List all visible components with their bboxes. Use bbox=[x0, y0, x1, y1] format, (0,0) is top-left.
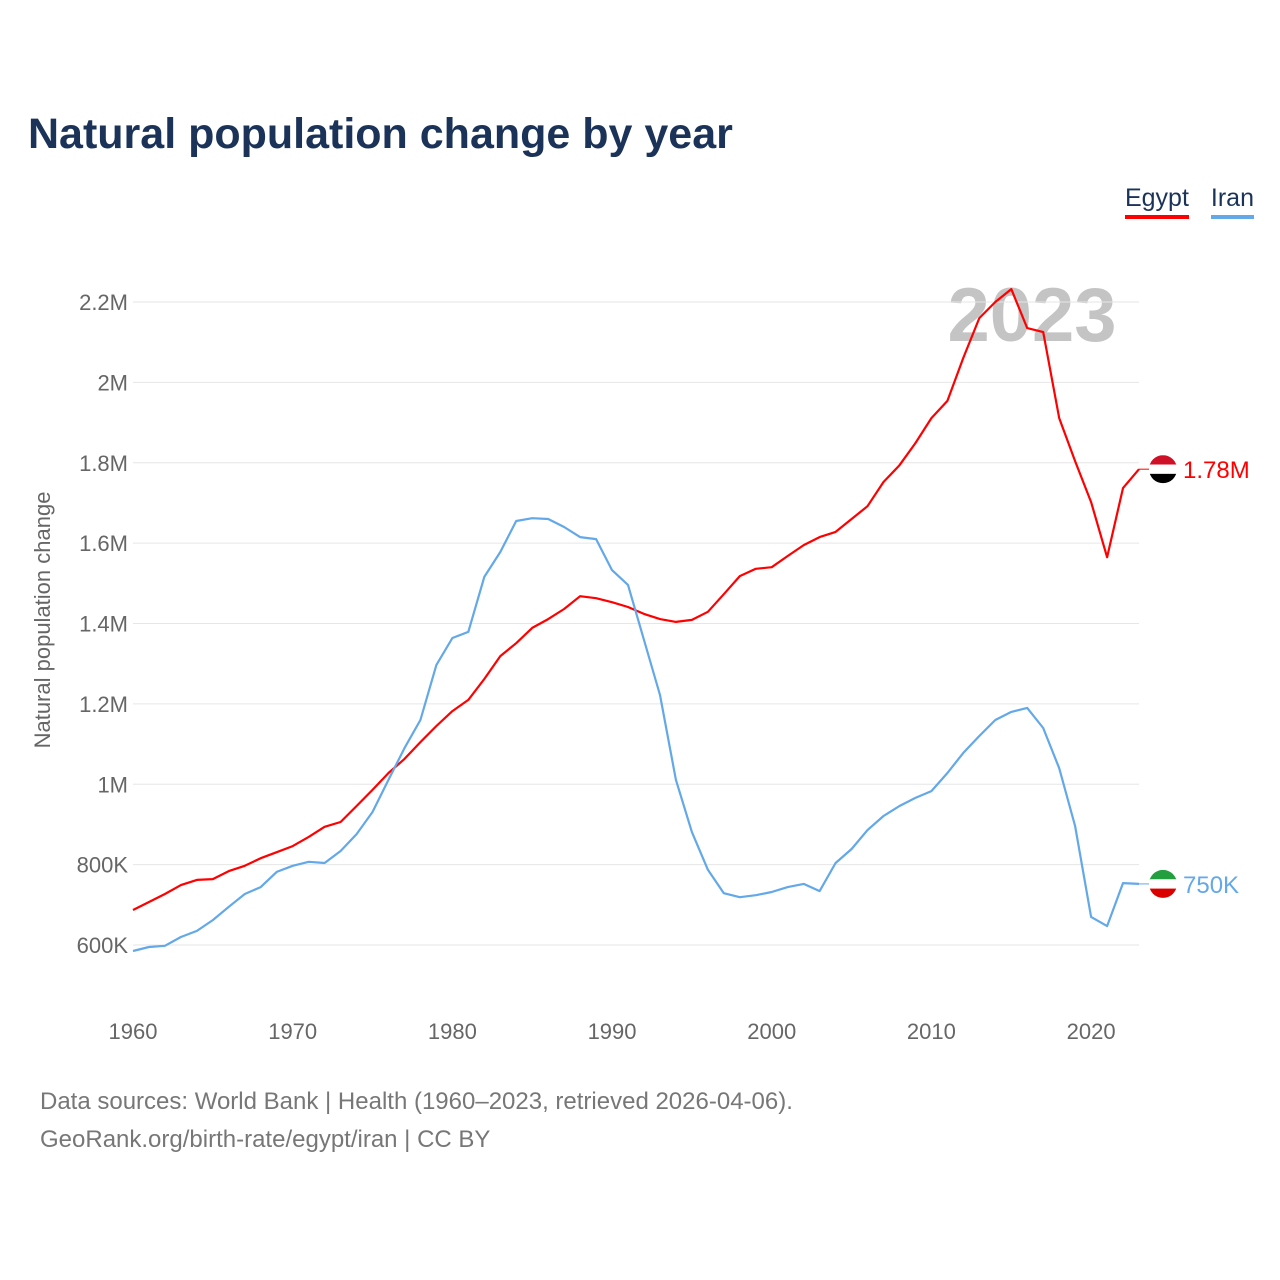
y-tick-label: 1.8M bbox=[79, 451, 128, 476]
year-watermark: 2023 bbox=[947, 273, 1116, 358]
end-value-label: 1.78M bbox=[1183, 457, 1250, 484]
flag-icon-iran bbox=[1149, 869, 1177, 898]
legend-item-egypt[interactable]: Egypt bbox=[1124, 184, 1189, 219]
series-line-iran bbox=[132, 517, 1140, 953]
x-tick-label: 2010 bbox=[907, 1019, 956, 1044]
y-tick-label: 600K bbox=[77, 933, 129, 958]
y-tick-label: 1.4M bbox=[79, 612, 128, 637]
x-tick-label: 1970 bbox=[268, 1019, 317, 1044]
y-tick-label: 2.2M bbox=[79, 290, 128, 315]
x-tick-label: 1980 bbox=[428, 1019, 477, 1044]
legend-item-iran[interactable]: Iran bbox=[1210, 184, 1254, 219]
y-tick-label: 1.2M bbox=[79, 692, 128, 717]
y-axis-title: Natural population change bbox=[30, 492, 55, 749]
data-source-note: Data sources: World Bank | Health (1960–… bbox=[40, 1088, 793, 1115]
flag-icon-egypt bbox=[1149, 455, 1177, 484]
x-tick-label: 2020 bbox=[1067, 1019, 1116, 1044]
y-tick-label: 1.6M bbox=[79, 531, 128, 556]
source-url: GeoRank.org/birth-rate/egypt/iran | CC B… bbox=[40, 1126, 491, 1153]
x-tick-label: 2000 bbox=[747, 1019, 796, 1044]
chart-title: Natural population change by year bbox=[28, 110, 733, 158]
y-tick-label: 800K bbox=[77, 853, 129, 878]
x-tick-label: 1960 bbox=[109, 1019, 158, 1044]
end-value-label: 750K bbox=[1183, 872, 1239, 899]
legend: Egypt Iran bbox=[1124, 184, 1254, 219]
y-tick-label: 2M bbox=[97, 370, 128, 395]
x-tick-label: 1990 bbox=[588, 1019, 637, 1044]
y-tick-label: 1M bbox=[97, 772, 128, 797]
